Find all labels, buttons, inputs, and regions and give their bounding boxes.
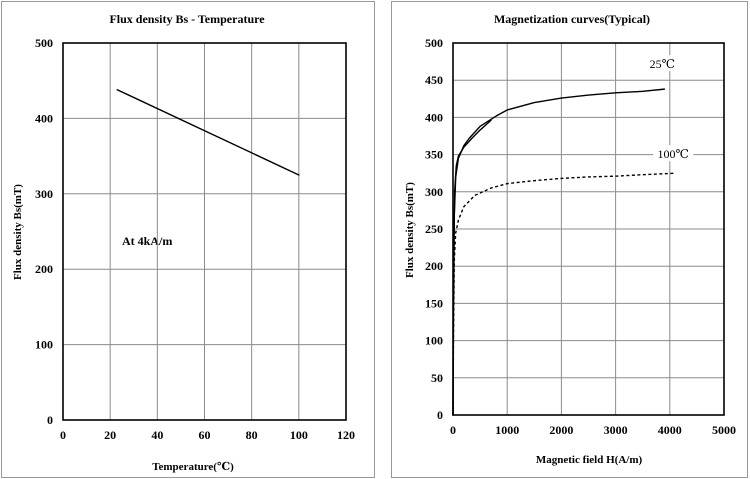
right-y-tick-label: 300 (425, 185, 443, 199)
left-x-tick-label: 120 (337, 428, 355, 442)
right-x-tick-label: 3000 (604, 423, 628, 437)
right-x-tick-label: 2000 (549, 423, 573, 437)
right-y-tick-label: 150 (425, 296, 443, 310)
right-chart-xlabel: Magnetic field H(A/m) (536, 454, 643, 466)
right-x-tick-label: 4000 (658, 423, 682, 437)
left-plot-frame (62, 42, 347, 421)
right-chart-ylabel: Flux density Bs(mT) (404, 182, 416, 278)
right-y-tick-label: 250 (425, 222, 443, 236)
left-y-tick-label: 300 (35, 187, 53, 201)
left-y-tick-label: 0 (47, 413, 53, 427)
left-series-line-0 (116, 89, 300, 176)
left-x-tick-label: 20 (104, 428, 116, 442)
right-y-tick-label: 50 (431, 371, 443, 385)
right-y-tick-label: 100 (425, 334, 443, 348)
right-y-tick-label: 0 (437, 408, 443, 422)
right-x-tick-label: 0 (450, 423, 456, 437)
right-series-line-1 (452, 119, 492, 416)
right-plot-frame (452, 42, 725, 416)
right-y-tick-label: 350 (425, 148, 443, 162)
right-series-line-0 (452, 88, 666, 416)
left-chart-xlabel: Temperature(℃) (152, 461, 234, 473)
left-chart-ylabel: Flux density Bs(mT) (12, 184, 24, 280)
right-x-tick-label: 1000 (495, 423, 519, 437)
right-y-tick-label: 450 (425, 73, 443, 87)
left-x-tick-label: 100 (290, 428, 308, 442)
series-label-25c: 25℃ (650, 57, 675, 71)
series-label-background (653, 145, 694, 162)
left-chart-title: Flux density Bs - Temperature (109, 12, 265, 26)
right-x-tick-label: 5000 (712, 423, 736, 437)
left-y-tick-label: 500 (35, 36, 53, 50)
left-x-tick-label: 0 (60, 428, 66, 442)
left-x-tick-label: 80 (246, 428, 258, 442)
series-label-100c: 100℃ (658, 147, 689, 161)
right-y-tick-label: 400 (425, 110, 443, 124)
left-x-tick-label: 40 (151, 428, 163, 442)
series-label-background (642, 55, 683, 72)
left-chart-annotation: At 4kA/m (122, 234, 172, 248)
left-x-tick-label: 60 (199, 428, 211, 442)
right-y-tick-label: 500 (425, 36, 443, 50)
right-chart-title: Magnetization curves(Typical) (494, 12, 650, 26)
left-y-tick-label: 100 (35, 338, 53, 352)
right-series-line-2 (452, 172, 676, 416)
right-y-tick-label: 200 (425, 259, 443, 273)
left-y-tick-label: 400 (35, 111, 53, 125)
left-y-tick-label: 200 (35, 262, 53, 276)
